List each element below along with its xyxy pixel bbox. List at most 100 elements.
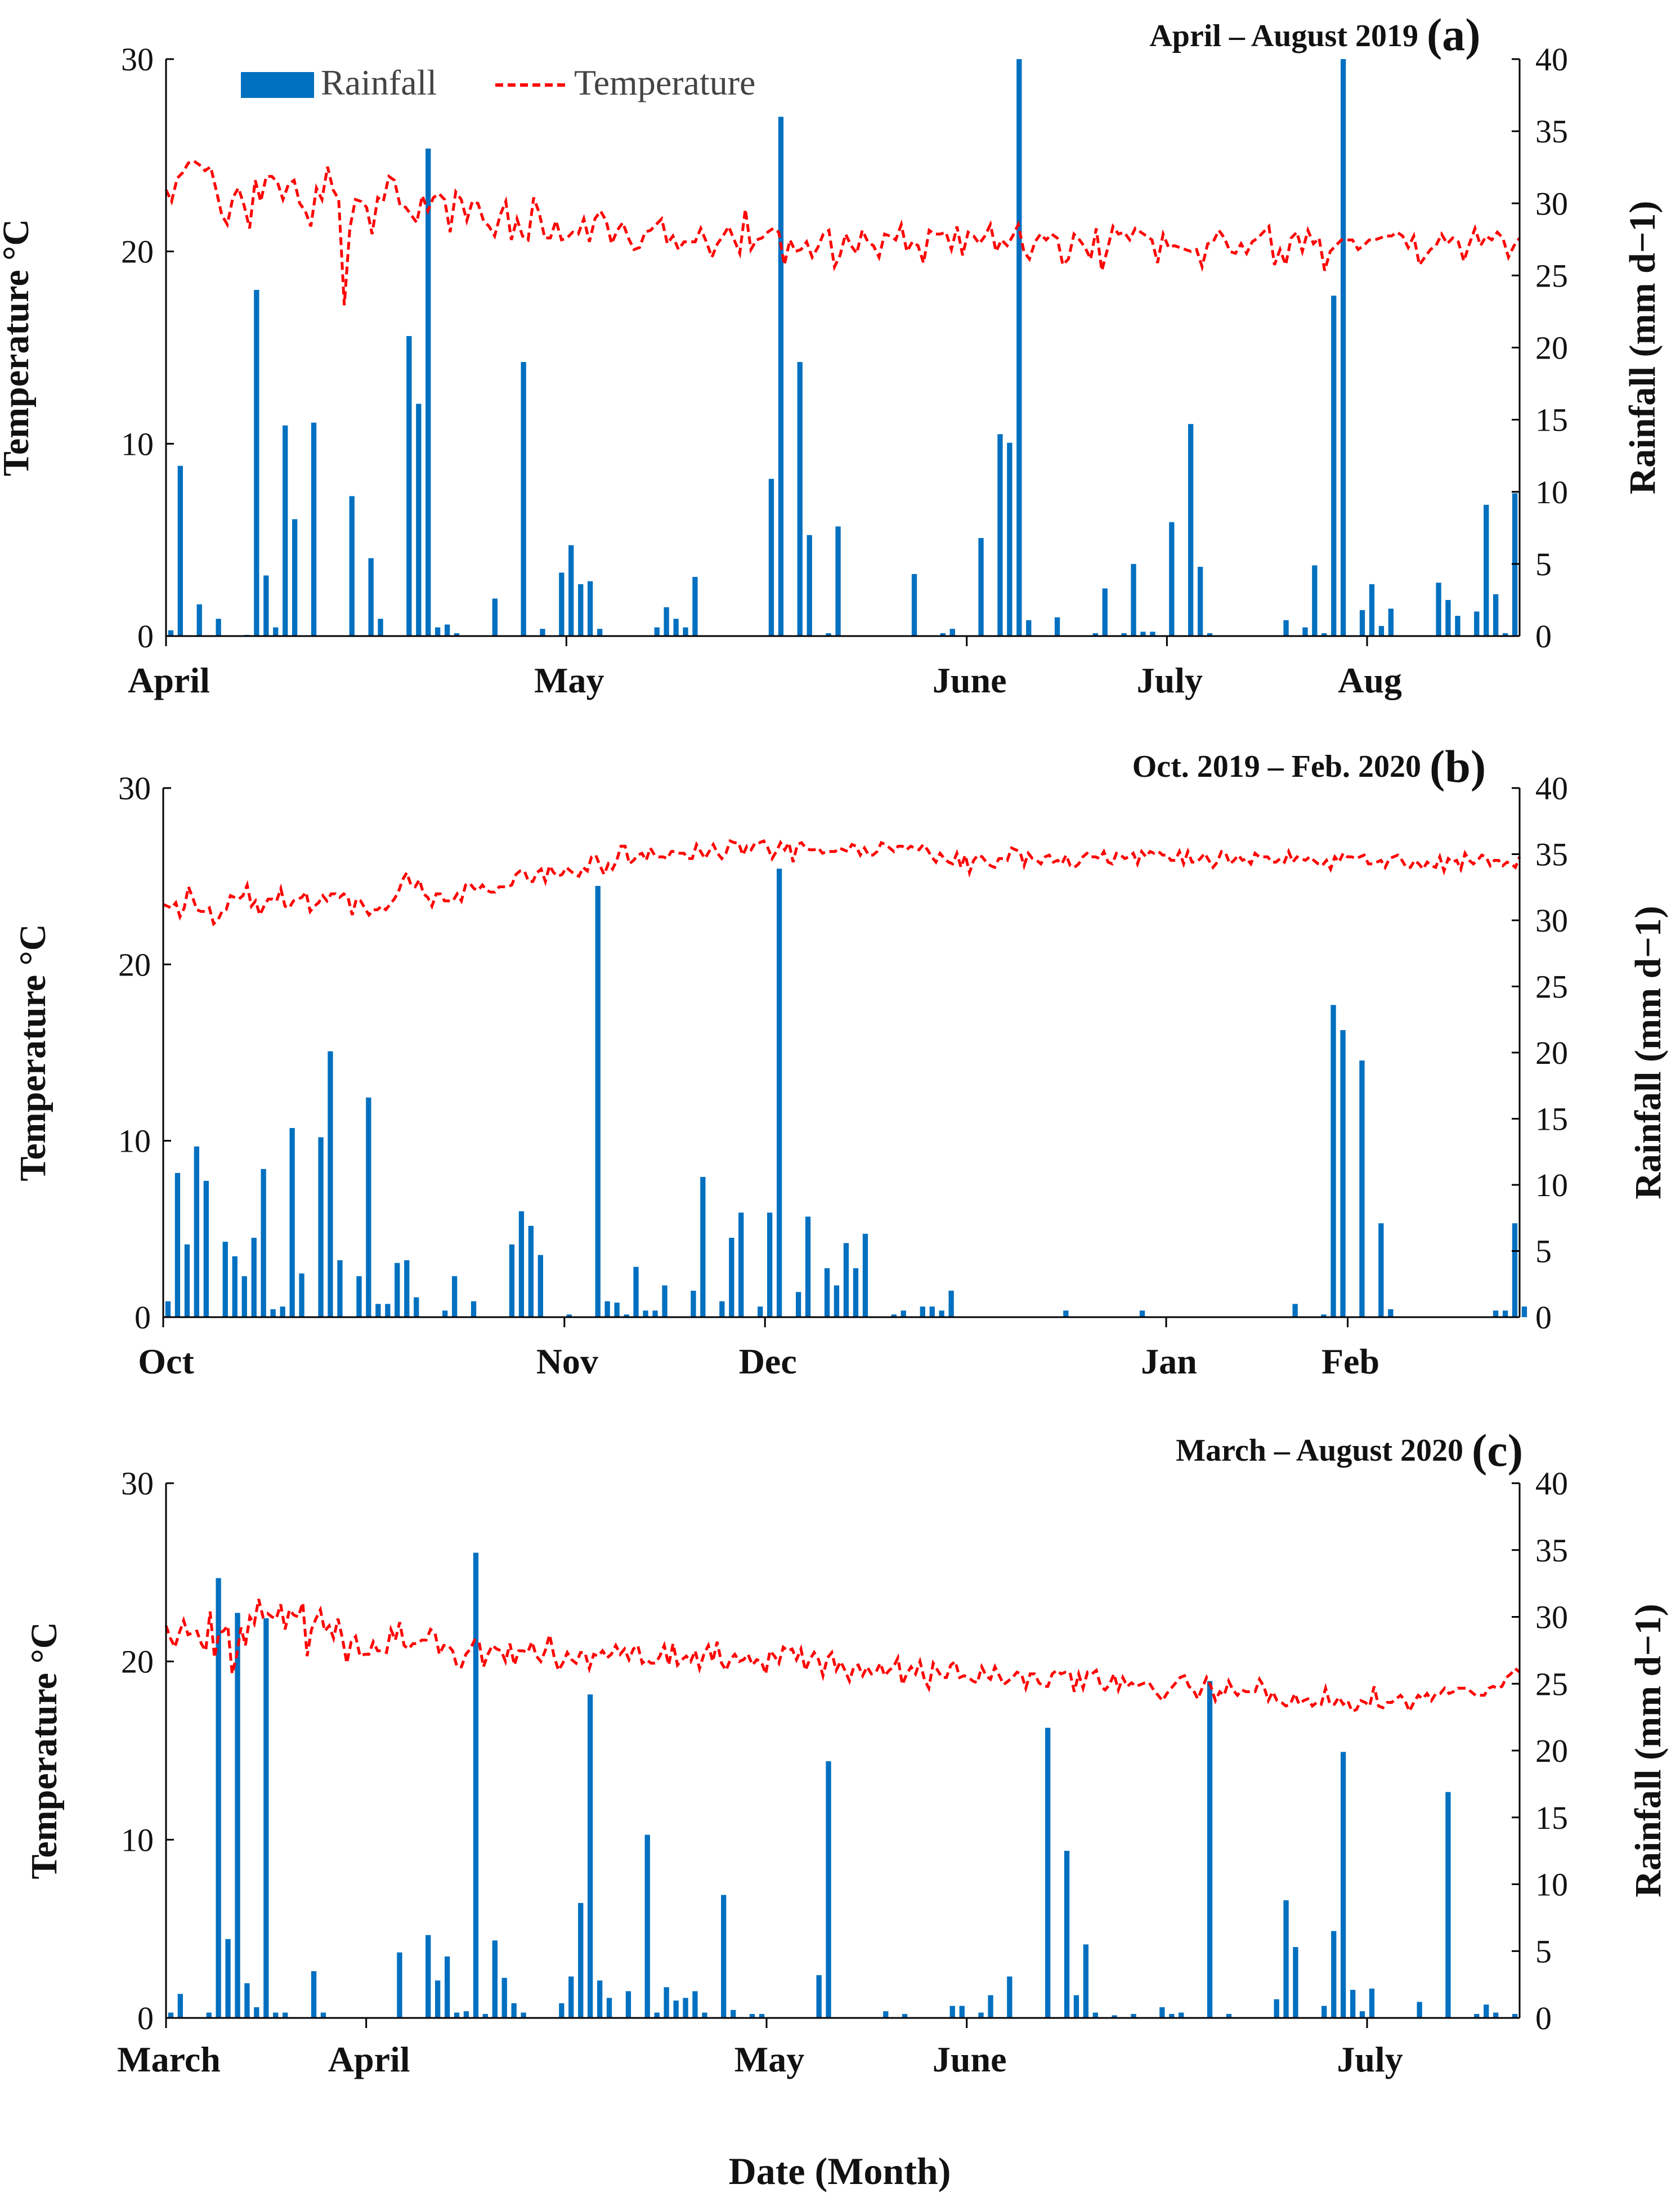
rainfall-bar [826, 1761, 831, 2018]
rainfall-bar [835, 526, 841, 637]
rainfall-bar [692, 1991, 698, 2018]
rainfall-bar [568, 1976, 574, 2018]
rainfall-bar [203, 1180, 209, 1317]
rainfall-bar [540, 629, 545, 636]
rainfall-bar [1207, 633, 1213, 636]
rainfall-bar [404, 1260, 410, 1317]
rainfall-bar [1369, 584, 1375, 637]
rainfall-bar [1063, 1310, 1069, 1318]
month-label: March [117, 2039, 221, 2079]
rainfall-bar [283, 2012, 288, 2018]
rainfall-bar [1341, 59, 1346, 636]
rainfall-bar [588, 581, 593, 636]
right-tick-label: 0 [1535, 2000, 1552, 2037]
rainfall-bar [501, 1977, 507, 2018]
rainfall-bar [597, 1980, 603, 2018]
rainfall-bar [588, 1694, 593, 2018]
left-axis-title: Temperature °C [0, 219, 37, 476]
rainfall-bar [1502, 633, 1508, 636]
rainfall-bar [1274, 1999, 1279, 2018]
right-axis-title: Rainfall (mm d−1) [1628, 1604, 1669, 1897]
rainfall-bar [1445, 599, 1451, 636]
rainfall-bar [1436, 583, 1441, 636]
rainfall-bar [1054, 617, 1060, 636]
right-tick-label: 35 [1535, 836, 1568, 873]
rainfall-bar [261, 1169, 266, 1317]
rainfall-bar [492, 598, 498, 636]
rainfall-bar [643, 1310, 648, 1318]
rainfall-bar [758, 1306, 763, 1317]
rainfall-bar [509, 1244, 515, 1318]
rainfall-bar [797, 362, 803, 636]
chart-title: April – August 2019 [1149, 19, 1418, 53]
month-label: June [933, 2039, 1007, 2079]
rainfall-bar [537, 1255, 543, 1317]
month-label: Jan [1141, 1341, 1197, 1381]
rainfall-bar [1083, 1944, 1088, 2018]
panel-letter: (b) [1430, 741, 1486, 792]
rainfall-bar [559, 572, 565, 637]
rainfall-bar [1026, 620, 1032, 636]
rainfall-bar [911, 574, 917, 636]
right-tick-label: 5 [1535, 546, 1552, 583]
rainfall-bar [292, 519, 298, 636]
left-tick-label: 30 [121, 41, 154, 78]
rainfall-bar [700, 1176, 706, 1317]
rainfall-bar [1340, 1030, 1346, 1317]
rainfall-bar [235, 1613, 240, 2018]
rainfall-bar [225, 1939, 231, 2018]
chart-panel-1: 0 10 20 30 0 5 10 15 20 25 30 35 40 April May June July A… [0, 9, 1663, 700]
rainfall-bar [1455, 616, 1461, 636]
right-tick-label: 10 [1535, 1167, 1568, 1203]
rainfall-bar [1283, 1900, 1289, 2018]
right-tick-label: 40 [1535, 770, 1568, 807]
rainfall-bar [1016, 59, 1022, 636]
rainfall-bar [644, 1834, 650, 2018]
rainfall-bar [254, 290, 259, 636]
panel-letter: (c) [1472, 1425, 1523, 1476]
rainfall-bar [862, 1233, 868, 1317]
rainfall-bar [673, 2000, 679, 2018]
legend-rainfall-swatch [241, 72, 314, 98]
rainfall-bar [731, 2009, 736, 2018]
rainfall-bar [445, 1956, 450, 2018]
left-axis-title: Temperature °C [24, 1622, 65, 1879]
rainfall-bar [177, 1994, 183, 2018]
rainfall-bar [375, 1304, 381, 1317]
rainfall-bar [1493, 2012, 1499, 2018]
rainfall-bar [1388, 608, 1394, 636]
rainfall-bar [633, 1266, 639, 1317]
month-label: June [933, 660, 1007, 700]
rainfall-bar [1131, 563, 1136, 636]
rainfall-bar [216, 1578, 221, 2018]
rainfall-bar [311, 1971, 317, 2018]
rainfall-bar [948, 1291, 954, 1317]
rainfall-bar [222, 1242, 228, 1317]
right-tick-label: 10 [1535, 474, 1568, 511]
left-tick-label: 0 [137, 618, 154, 655]
rainfall-bar [435, 627, 441, 636]
left-tick-label: 0 [135, 1299, 151, 1336]
rainfall-bar [1283, 620, 1289, 636]
rainfall-bar [778, 117, 784, 636]
rainfall-bar [492, 1940, 498, 2018]
rainfall-bar [768, 478, 774, 636]
rainfall-bar [416, 404, 422, 636]
rainfall-bar [1188, 424, 1194, 636]
rainfall-bar [283, 425, 288, 636]
month-label: July [1337, 2039, 1403, 2079]
rainfall-bar [606, 1998, 612, 2018]
rainfall-bar [614, 1303, 620, 1317]
rainfall-bar [1102, 588, 1108, 636]
rainfall-bar [578, 1903, 584, 2018]
right-tick-label: 15 [1535, 402, 1568, 438]
rainfall-bar [463, 2011, 469, 2018]
rainfall-bar [578, 584, 584, 637]
rainfall-bar [395, 1263, 400, 1317]
rainfall-bar [1226, 2013, 1232, 2018]
rainfall-bar [311, 422, 317, 637]
rainfall-bar [559, 2003, 565, 2018]
rainfall-bar [949, 2006, 955, 2018]
rainfall-bar [1169, 522, 1175, 636]
